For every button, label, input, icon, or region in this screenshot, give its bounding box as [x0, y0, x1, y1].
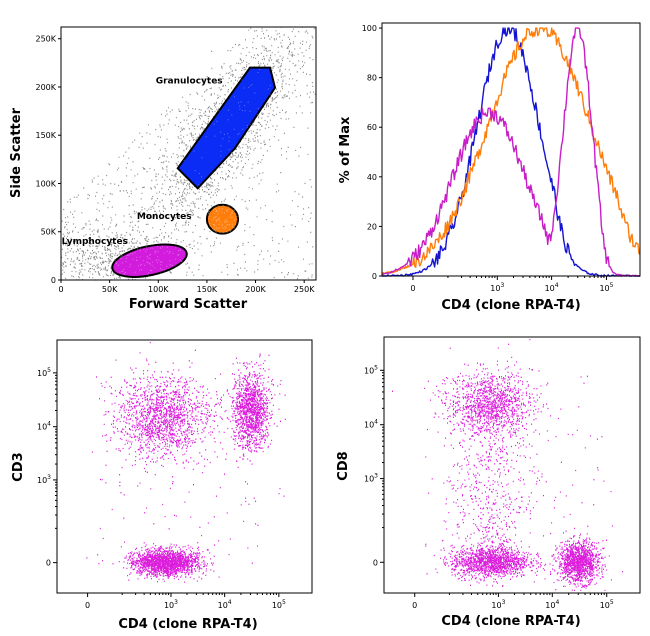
gate-texture [207, 204, 239, 235]
x-tick-label: 105 [600, 599, 614, 610]
x-tick-label: 0 [58, 285, 63, 294]
y-tick-label: 50K [41, 228, 57, 237]
axes: 0 50K 100K 150K 200K 250K 0 50K 100K 150K 200K 250K [35, 35, 315, 294]
gate-label-monocytes: Monocytes [137, 212, 192, 222]
y-tick-label: 0 [51, 276, 56, 285]
y-tick-label: 80 [367, 74, 377, 83]
x-tick-label: 103 [491, 599, 505, 610]
plot-frame [60, 26, 317, 281]
x-axis-title: Forward Scatter [129, 297, 248, 312]
y-tick-label: 104 [37, 421, 51, 432]
scatter-panel: Granulocytes Monocytes Lymphocytes 0 50K 100… [9, 26, 317, 312]
plot-frame [381, 22, 641, 277]
y-tick-label: 103 [37, 474, 51, 485]
y-tick-label: 105 [37, 367, 51, 378]
gate-monocytes [205, 203, 240, 235]
histogram-panel: 0 103 104 105 0 20 40 60 80 100 CD4 (clone RPA-T4… [338, 22, 641, 313]
gate-lymphocytes [111, 243, 188, 278]
plot-frame [383, 336, 641, 594]
y-tick-label: 250K [35, 35, 56, 44]
plot-frame [56, 339, 313, 594]
x-tick-label: 103 [490, 282, 504, 293]
axes: 0 103 104 105 0 20 40 60 80 100 [362, 24, 614, 293]
y-tick-label: 0 [372, 272, 377, 281]
gates: Granulocytes Monocytes Lymphocytes [62, 66, 277, 278]
x-tick-label: 150K [197, 285, 218, 294]
x-tick-label: 104 [218, 599, 232, 610]
y-tick-label: 200K [35, 83, 56, 92]
gate-texture [111, 245, 189, 276]
x-tick-label: 0 [85, 601, 90, 610]
y-tick-label: 100K [35, 179, 56, 188]
x-tick-label: 200K [245, 285, 266, 294]
histogram-series-2 [381, 27, 641, 277]
event-dots [392, 338, 624, 592]
histogram-curves [381, 27, 641, 277]
x-tick-label: 105 [272, 599, 286, 610]
y-axis-title: CD3 [11, 452, 26, 481]
x-tick-label: 100K [148, 285, 169, 294]
event-points [86, 341, 286, 583]
x-tick-label: 250K [294, 285, 315, 294]
y-tick-label: 0 [46, 559, 51, 568]
x-tick-label: 50K [102, 285, 118, 294]
event-dots [86, 341, 286, 583]
x-tick-label: 104 [545, 282, 559, 293]
y-tick-label: 105 [364, 364, 378, 375]
event-points [392, 338, 624, 592]
y-tick-label: 60 [367, 123, 377, 132]
gate-label-granulocytes: Granulocytes [156, 77, 223, 87]
x-axis-title: CD4 (clone RPA-T4) [441, 614, 580, 629]
gate-granulocytes [176, 66, 277, 190]
x-tick-label: 103 [164, 599, 178, 610]
x-tick-label: 0 [410, 284, 415, 293]
y-tick-label: 100 [362, 24, 377, 33]
y-tick-label: 150K [35, 131, 56, 140]
x-axis-title: CD4 (clone RPA-T4) [118, 617, 257, 632]
y-tick-label: 20 [367, 222, 377, 231]
x-tick-label: 0 [412, 601, 417, 610]
y-tick-label: 103 [364, 473, 378, 484]
histogram-series-0 [382, 27, 640, 277]
gate-label-lymphocytes: Lymphocytes [62, 237, 128, 247]
y-axis-title: CD8 [336, 451, 351, 480]
x-tick-label: 104 [545, 599, 559, 610]
x-axis-title: CD4 (clone RPA-T4) [441, 298, 580, 313]
y-tick-label: 0 [373, 558, 378, 567]
y-tick-label: 40 [367, 173, 377, 182]
axes: 0 103 104 105 0 103 104 105 [364, 364, 614, 610]
y-axis-title: % of Max [338, 116, 353, 183]
y-axis-title: Side Scatter [9, 107, 24, 198]
axes: 0 103 104 105 0 103 104 105 [37, 367, 286, 610]
gate-texture [178, 68, 276, 187]
x-tick-label: 105 [599, 282, 613, 293]
histogram-series-1 [381, 27, 641, 275]
y-tick-label: 104 [364, 419, 378, 430]
